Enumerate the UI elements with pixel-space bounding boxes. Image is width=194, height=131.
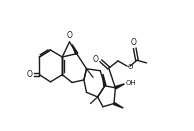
Text: O: O bbox=[128, 64, 133, 70]
Text: O: O bbox=[27, 70, 33, 79]
Text: O: O bbox=[131, 38, 137, 47]
Polygon shape bbox=[103, 74, 106, 86]
Text: OH: OH bbox=[126, 80, 136, 86]
Polygon shape bbox=[115, 84, 125, 89]
Text: O: O bbox=[67, 31, 72, 40]
Polygon shape bbox=[113, 103, 123, 108]
Text: O: O bbox=[93, 55, 99, 64]
Polygon shape bbox=[72, 45, 78, 54]
